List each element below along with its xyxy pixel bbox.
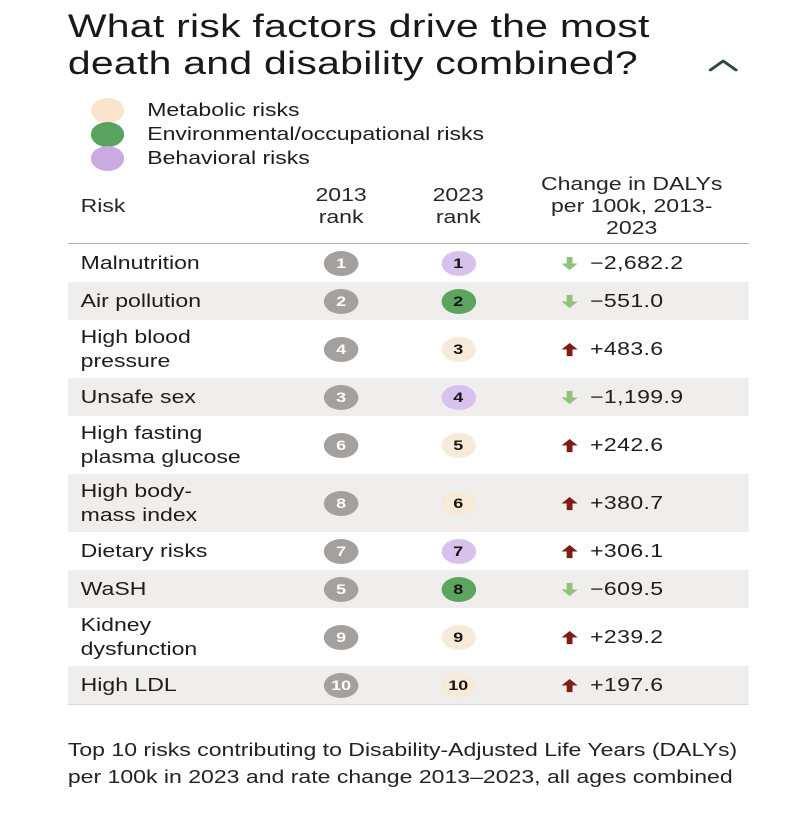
- table-row: Malnutrition 1 1 −2,682.2: [68, 244, 749, 282]
- rank-2013-badge: 7: [323, 538, 359, 564]
- column-header-risk: Risk: [80, 196, 126, 216]
- table-body: Malnutrition 1 1 −2,682.2 Air pollution …: [67, 244, 749, 705]
- risk-name: High LDL: [80, 675, 177, 695]
- change-value: +380.7: [590, 492, 664, 513]
- trend-arrow-down-icon: [561, 256, 578, 270]
- metabolic-dot-icon: [90, 97, 125, 123]
- risk-name: WaSH: [80, 579, 147, 599]
- trend-arrow-down-icon: [561, 294, 578, 308]
- change-value: +483.6: [590, 338, 664, 359]
- trend-arrow-down-icon: [561, 582, 578, 596]
- page-title: What risk factors drive the most death a…: [67, 8, 650, 81]
- legend-item-label: Behavioral risks: [147, 147, 310, 168]
- trend-arrow-up-icon: [561, 630, 578, 644]
- footnote: Top 10 risks contributing to Disability-…: [67, 740, 738, 787]
- risk-name: Malnutrition: [80, 253, 200, 273]
- rank-2023-badge: 9: [440, 624, 476, 650]
- legend-item-label: Metabolic risks: [147, 99, 300, 120]
- column-header-2023-rank: 2023 rank: [432, 185, 484, 227]
- chevron-up-icon: [708, 59, 738, 72]
- rank-2023-badge: 3: [440, 336, 476, 362]
- table-row: High fasting plasma glucose 6 5 +242.6: [68, 416, 749, 474]
- column-header-change: Change in DALYs per 100k, 2013-2023: [540, 174, 723, 238]
- trend-arrow-up-icon: [561, 438, 578, 452]
- table-row: High blood pressure 4 3 +483.6: [68, 320, 749, 378]
- rank-2023-badge: 4: [440, 384, 476, 410]
- rank-2023-badge: 10: [440, 672, 476, 698]
- table-row: High body-mass index 8 6 +380.7: [67, 474, 749, 532]
- risk-name: High fasting plasma glucose: [80, 423, 241, 467]
- column-header-2013-rank: 2013 rank: [315, 185, 367, 227]
- rank-2023-badge: 5: [440, 432, 476, 458]
- change-value: −1,199.9: [590, 386, 684, 407]
- change-value: +239.2: [590, 626, 664, 647]
- risk-name: High blood pressure: [80, 327, 191, 371]
- rank-2013-badge: 9: [323, 624, 359, 650]
- risk-table: Risk 2013 rank 2023 rank Change in DALYs…: [67, 173, 749, 705]
- rank-2013-badge: 8: [323, 490, 359, 516]
- title-row: What risk factors drive the most death a…: [68, 8, 749, 82]
- behavioral-dot-icon: [90, 145, 125, 171]
- risk-name: Dietary risks: [80, 541, 208, 561]
- table-row: Kidney dysfunction 9 9 +239.2: [68, 608, 749, 666]
- rank-2013-badge: 6: [323, 432, 359, 458]
- table-header-row: Risk 2013 rank 2023 rank Change in DALYs…: [67, 173, 749, 244]
- change-value: −2,682.2: [590, 252, 684, 273]
- legend-item-label: Environmental/occupational risks: [147, 123, 485, 144]
- environmental-dot-icon: [90, 121, 125, 147]
- legend: Metabolic risks Environmental/occupation…: [68, 97, 749, 171]
- rank-2023-badge: 2: [440, 288, 476, 314]
- table-row: Unsafe sex 3 4 −1,199.9: [67, 378, 749, 416]
- risk-name: High body-mass index: [80, 481, 198, 525]
- table-row: WaSH 5 8 −609.5: [67, 570, 749, 608]
- legend-item-environmental: Environmental/occupational risks: [90, 121, 749, 147]
- change-value: +306.1: [590, 540, 664, 561]
- change-value: −551.0: [590, 290, 664, 311]
- risk-factors-panel: What risk factors drive the most death a…: [67, 8, 749, 787]
- rank-2013-badge: 1: [323, 250, 359, 276]
- table-row: High LDL 10 10 +197.6: [67, 666, 749, 704]
- collapse-button[interactable]: [705, 56, 741, 78]
- rank-2013-badge: 5: [323, 576, 359, 602]
- change-value: +197.6: [590, 674, 664, 695]
- change-value: −609.5: [590, 578, 664, 599]
- legend-item-metabolic: Metabolic risks: [90, 97, 749, 123]
- risk-name: Air pollution: [80, 291, 202, 311]
- risk-name: Kidney dysfunction: [80, 615, 198, 659]
- rank-2023-badge: 6: [440, 490, 476, 516]
- rank-2013-badge: 10: [323, 672, 359, 698]
- trend-arrow-up-icon: [561, 342, 578, 356]
- trend-arrow-up-icon: [561, 678, 578, 692]
- legend-item-behavioral: Behavioral risks: [90, 145, 749, 171]
- rank-2023-badge: 8: [440, 576, 476, 602]
- table-row: Dietary risks 7 7 +306.1: [68, 532, 749, 570]
- trend-arrow-up-icon: [561, 544, 578, 558]
- table-row: Air pollution 2 2 −551.0: [67, 282, 749, 320]
- risk-name: Unsafe sex: [80, 387, 196, 407]
- rank-2023-badge: 7: [440, 538, 476, 564]
- rank-2013-badge: 3: [323, 384, 359, 410]
- rank-2013-badge: 2: [323, 288, 359, 314]
- trend-arrow-down-icon: [561, 390, 578, 404]
- trend-arrow-up-icon: [561, 496, 578, 510]
- change-value: +242.6: [590, 434, 664, 455]
- rank-2013-badge: 4: [323, 336, 359, 362]
- rank-2023-badge: 1: [440, 250, 476, 276]
